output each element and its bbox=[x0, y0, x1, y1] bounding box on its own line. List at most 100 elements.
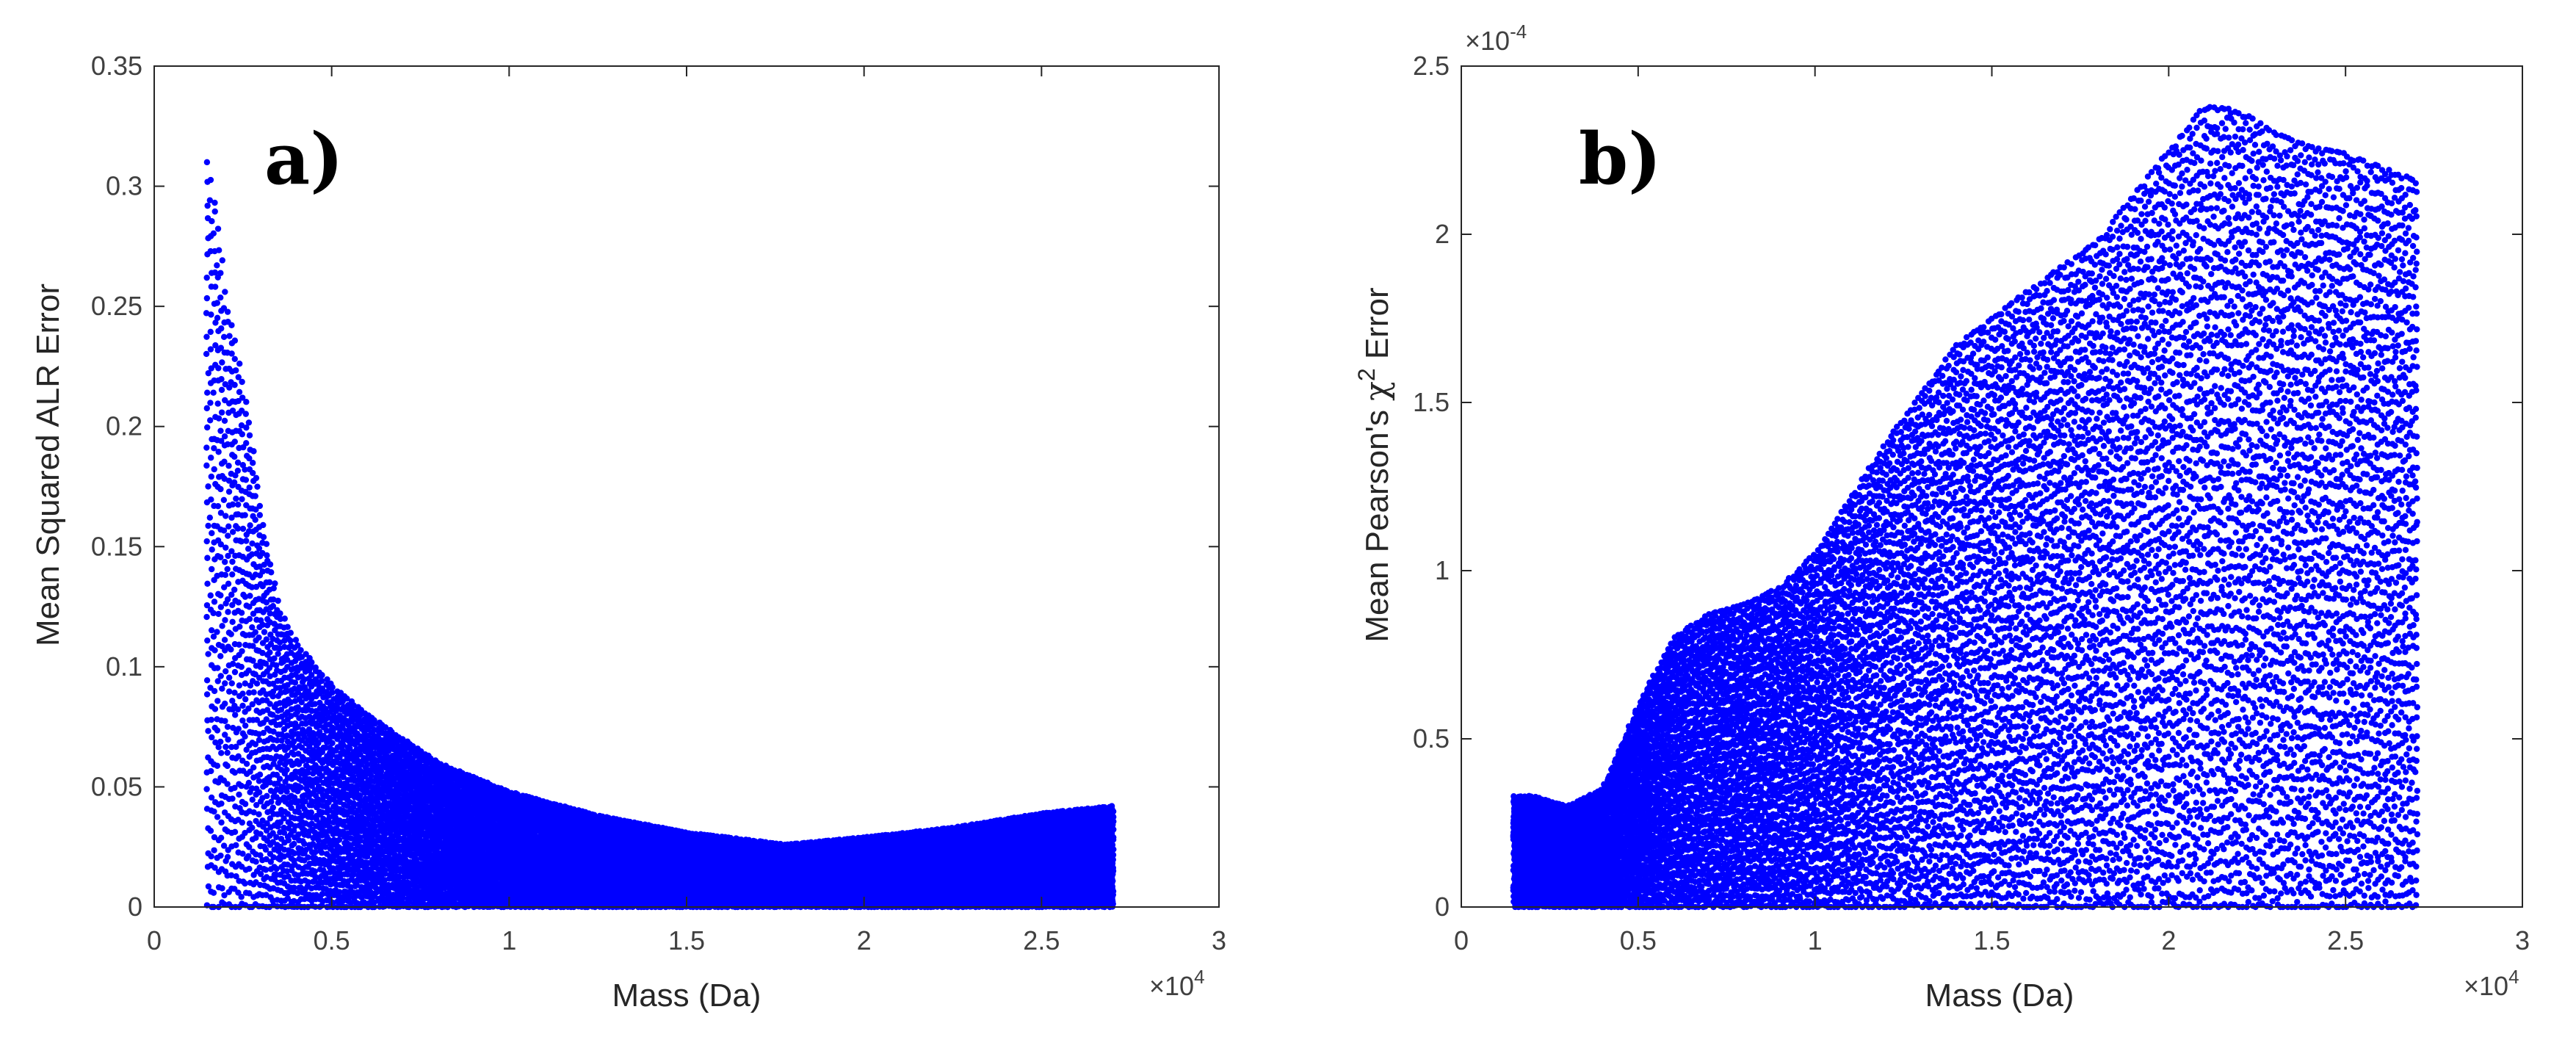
data-point bbox=[221, 334, 227, 340]
data-point bbox=[217, 853, 223, 859]
data-point bbox=[214, 315, 220, 321]
data-point bbox=[208, 455, 214, 460]
data-point bbox=[250, 470, 256, 476]
data-point bbox=[225, 524, 231, 530]
data-point bbox=[228, 631, 234, 637]
data-point bbox=[207, 400, 213, 405]
data-point bbox=[214, 727, 220, 733]
data-point bbox=[246, 866, 252, 872]
data-point bbox=[236, 642, 242, 648]
data-point bbox=[211, 231, 217, 236]
data-point bbox=[239, 379, 245, 385]
data-point bbox=[243, 440, 249, 446]
data-point bbox=[214, 763, 220, 769]
data-point bbox=[218, 750, 224, 756]
data-point bbox=[204, 677, 210, 683]
data-point bbox=[205, 523, 211, 529]
data-point bbox=[204, 637, 210, 643]
data-point bbox=[209, 717, 214, 723]
data-point bbox=[267, 561, 273, 567]
data-point bbox=[253, 859, 258, 864]
data-point bbox=[217, 270, 223, 276]
data-point bbox=[204, 581, 210, 587]
data-point bbox=[207, 417, 213, 423]
data-point bbox=[277, 610, 283, 616]
data-point bbox=[250, 460, 256, 466]
data-point bbox=[222, 668, 228, 674]
data-point bbox=[218, 604, 224, 610]
data-point bbox=[204, 555, 210, 561]
data-point bbox=[246, 419, 252, 425]
data-point bbox=[232, 438, 238, 444]
data-point bbox=[211, 890, 217, 896]
data-point bbox=[222, 513, 228, 518]
data-point bbox=[239, 664, 245, 670]
data-point bbox=[203, 786, 209, 792]
data-point bbox=[219, 387, 225, 393]
data-point bbox=[231, 382, 237, 388]
data-point bbox=[224, 566, 230, 572]
data-point bbox=[207, 515, 213, 521]
data-point bbox=[225, 723, 231, 729]
data-point bbox=[382, 867, 388, 873]
data-point bbox=[222, 544, 228, 550]
data-point bbox=[250, 765, 256, 770]
data-point bbox=[208, 177, 214, 183]
data-point bbox=[219, 409, 225, 415]
data-point bbox=[226, 675, 232, 681]
data-point bbox=[222, 744, 228, 750]
data-point bbox=[242, 696, 248, 702]
data-point bbox=[226, 688, 232, 694]
data-point bbox=[222, 701, 228, 707]
data-point bbox=[242, 512, 247, 518]
data-point bbox=[204, 538, 210, 544]
data-point bbox=[229, 571, 235, 577]
data-point bbox=[257, 512, 263, 518]
data-point bbox=[224, 763, 230, 769]
data-point bbox=[336, 837, 342, 842]
data-point bbox=[214, 400, 220, 406]
data-point bbox=[208, 329, 214, 335]
data-point bbox=[220, 257, 225, 263]
data-point bbox=[267, 579, 272, 585]
data-point bbox=[247, 593, 253, 599]
data-point bbox=[272, 580, 278, 586]
data-point bbox=[203, 444, 209, 450]
data-point bbox=[239, 850, 245, 856]
data-point bbox=[226, 384, 232, 390]
data-point bbox=[240, 526, 246, 532]
data-point bbox=[284, 624, 290, 629]
data-point bbox=[216, 744, 222, 750]
data-point bbox=[225, 737, 231, 742]
data-point bbox=[229, 680, 235, 686]
data-point bbox=[222, 559, 228, 565]
data-point bbox=[209, 530, 214, 536]
data-point bbox=[242, 881, 247, 886]
data-point bbox=[231, 454, 237, 460]
data-point bbox=[219, 685, 225, 691]
data-point bbox=[218, 835, 224, 841]
data-point bbox=[217, 554, 223, 560]
data-point bbox=[214, 262, 220, 268]
data-point bbox=[229, 795, 235, 801]
data-point bbox=[235, 502, 241, 507]
data-point bbox=[219, 885, 225, 891]
data-point bbox=[218, 325, 224, 331]
data-point bbox=[212, 209, 218, 214]
data-point bbox=[292, 679, 298, 685]
data-point bbox=[209, 546, 215, 552]
data-point bbox=[214, 814, 220, 820]
data-point bbox=[214, 665, 220, 671]
data-point bbox=[239, 648, 245, 654]
data-point bbox=[209, 627, 214, 633]
data-point bbox=[319, 672, 325, 678]
data-point bbox=[222, 680, 228, 686]
data-point bbox=[247, 522, 253, 528]
data-point bbox=[204, 389, 210, 395]
data-point bbox=[214, 300, 220, 306]
data-point bbox=[297, 647, 303, 653]
data-point bbox=[218, 376, 224, 382]
data-point bbox=[294, 758, 300, 764]
data-point bbox=[336, 889, 342, 895]
data-point bbox=[211, 200, 217, 206]
